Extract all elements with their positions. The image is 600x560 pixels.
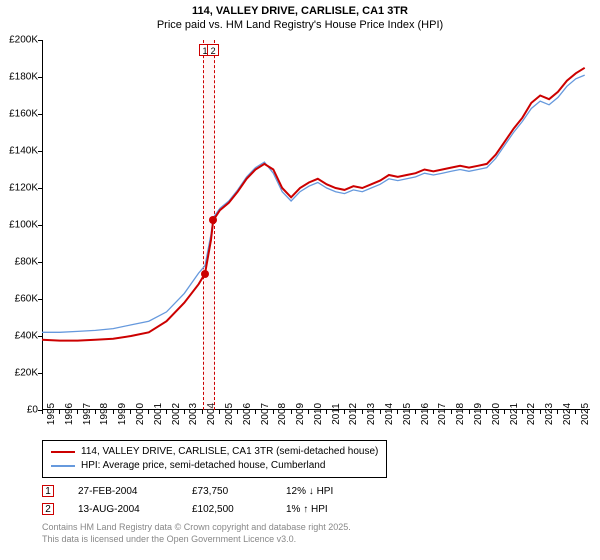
title-block: 114, VALLEY DRIVE, CARLISLE, CA1 3TR Pri… <box>0 0 600 33</box>
marker-number: 2 <box>207 44 219 56</box>
sales-date: 27-FEB-2004 <box>78 486 168 497</box>
sales-pct-vs-hpi: 1% ↑ HPI <box>286 504 376 515</box>
footer-line2: This data is licensed under the Open Gov… <box>42 534 351 546</box>
footer-attribution: Contains HM Land Registry data © Crown c… <box>42 522 351 545</box>
sales-price: £73,750 <box>192 486 262 497</box>
title-subtitle: Price paid vs. HM Land Registry's House … <box>0 18 600 32</box>
marker-dot <box>209 216 217 224</box>
y-tick-label: £60K <box>15 294 38 305</box>
sales-table: 1 27-FEB-2004 £73,750 12% ↓ HPI 2 13-AUG-2004… <box>42 482 376 518</box>
legend-label: 114, VALLEY DRIVE, CARLISLE, CA1 3TR (se… <box>81 445 378 459</box>
series-line <box>42 75 585 332</box>
y-tick-label: £40K <box>15 331 38 342</box>
legend-item: HPI: Average price, semi-detached house,… <box>51 459 378 473</box>
sales-row: 1 27-FEB-2004 £73,750 12% ↓ HPI <box>42 482 376 500</box>
y-tick-label: £20K <box>15 368 38 379</box>
y-tick-label: £120K <box>9 183 38 194</box>
sales-marker-number: 1 <box>42 485 54 497</box>
series-line <box>42 68 585 341</box>
chart-area: £0£20K£40K£60K£80K£100K£120K£140K£160K£1… <box>42 40 590 410</box>
legend-box: 114, VALLEY DRIVE, CARLISLE, CA1 3TR (se… <box>42 440 387 478</box>
y-tick-label: £100K <box>9 220 38 231</box>
y-tick-label: £0 <box>27 405 38 416</box>
sales-row: 2 13-AUG-2004 £102,500 1% ↑ HPI <box>42 500 376 518</box>
y-tick-label: £80K <box>15 257 38 268</box>
y-tick-label: £200K <box>9 35 38 46</box>
sales-marker-number: 2 <box>42 503 54 515</box>
sales-pct-vs-hpi: 12% ↓ HPI <box>286 486 376 497</box>
chart-container: 114, VALLEY DRIVE, CARLISLE, CA1 3TR Pri… <box>0 0 600 560</box>
marker-dot <box>201 270 209 278</box>
legend-item: 114, VALLEY DRIVE, CARLISLE, CA1 3TR (se… <box>51 445 378 459</box>
y-tick-label: £160K <box>9 109 38 120</box>
y-tick-label: £180K <box>9 72 38 83</box>
sales-price: £102,500 <box>192 504 262 515</box>
title-address: 114, VALLEY DRIVE, CARLISLE, CA1 3TR <box>0 4 600 18</box>
line-series-svg <box>42 40 590 410</box>
footer-line1: Contains HM Land Registry data © Crown c… <box>42 522 351 534</box>
sales-date: 13-AUG-2004 <box>78 504 168 515</box>
y-tick-label: £140K <box>9 146 38 157</box>
legend-swatch <box>51 465 75 466</box>
legend-label: HPI: Average price, semi-detached house,… <box>81 459 325 473</box>
legend-swatch <box>51 451 75 453</box>
